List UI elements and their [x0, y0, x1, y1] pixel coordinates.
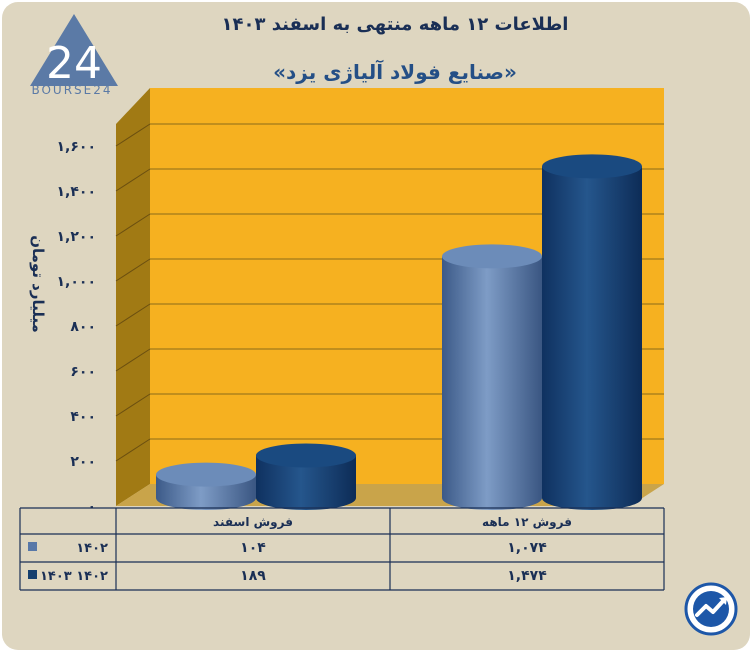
bar-top	[156, 462, 256, 487]
legend-swatch	[28, 542, 37, 551]
chart-title: اطلاعات ۱۲ ماهه منتهی به اسفند ۱۴۰۳	[221, 14, 569, 35]
data-label: ۱۰۴	[240, 540, 266, 556]
bar-top	[442, 244, 542, 269]
y-tick-label: ۱,۴۰۰	[57, 184, 97, 200]
y-tick-label: ۱,۶۰۰	[57, 139, 97, 155]
chart-subtitle: «صنایع فولاد آلیاژی یزد»	[273, 60, 517, 84]
trend-arrow-icon	[684, 582, 738, 636]
gridline-wall	[115, 393, 151, 417]
y-tick-label: ۲۰۰	[70, 454, 96, 470]
bar	[442, 244, 542, 510]
bar-body	[442, 256, 542, 510]
bar-top	[542, 154, 642, 179]
gridline-wall	[115, 168, 151, 192]
gridline-wall	[115, 438, 151, 462]
legend-swatch	[28, 570, 37, 579]
bar-body	[542, 166, 642, 510]
bourse24-logo: 24	[30, 14, 118, 89]
bar-top	[256, 443, 356, 468]
gridline-wall	[115, 213, 151, 237]
category-label: فروش ۱۲ ماهه	[482, 515, 572, 530]
bar	[542, 154, 642, 510]
bar	[156, 462, 256, 510]
data-label: ۱۸۹	[240, 568, 266, 584]
category-label: فروش اسفند	[213, 515, 293, 530]
y-tick-label: ۶۰۰	[70, 364, 96, 380]
y-tick-label: ۴۰۰	[70, 409, 96, 425]
logo-text: BOURSE24	[31, 83, 113, 97]
gridline-wall	[115, 348, 151, 372]
y-tick-label: ۰	[87, 499, 96, 515]
bar	[256, 443, 356, 510]
gridline-wall	[115, 303, 151, 327]
legend-label: ۱۴۰۲	[76, 541, 108, 556]
y-tick-label: ۱,۲۰۰	[57, 229, 97, 245]
gridline-wall	[115, 258, 151, 282]
y-tick-label: ۸۰۰	[70, 319, 96, 335]
bar-body	[256, 455, 356, 510]
plot-side-wall	[116, 88, 150, 506]
data-label: ۱,۰۷۴	[507, 540, 547, 556]
gridline-wall	[115, 123, 151, 147]
legend-label: ۱۴۰۳ ۱۴۰۲	[40, 569, 108, 584]
y-tick-label: ۱,۰۰۰	[57, 274, 97, 290]
svg-text:24: 24	[46, 38, 102, 89]
data-label: ۱,۴۷۴	[507, 568, 547, 584]
